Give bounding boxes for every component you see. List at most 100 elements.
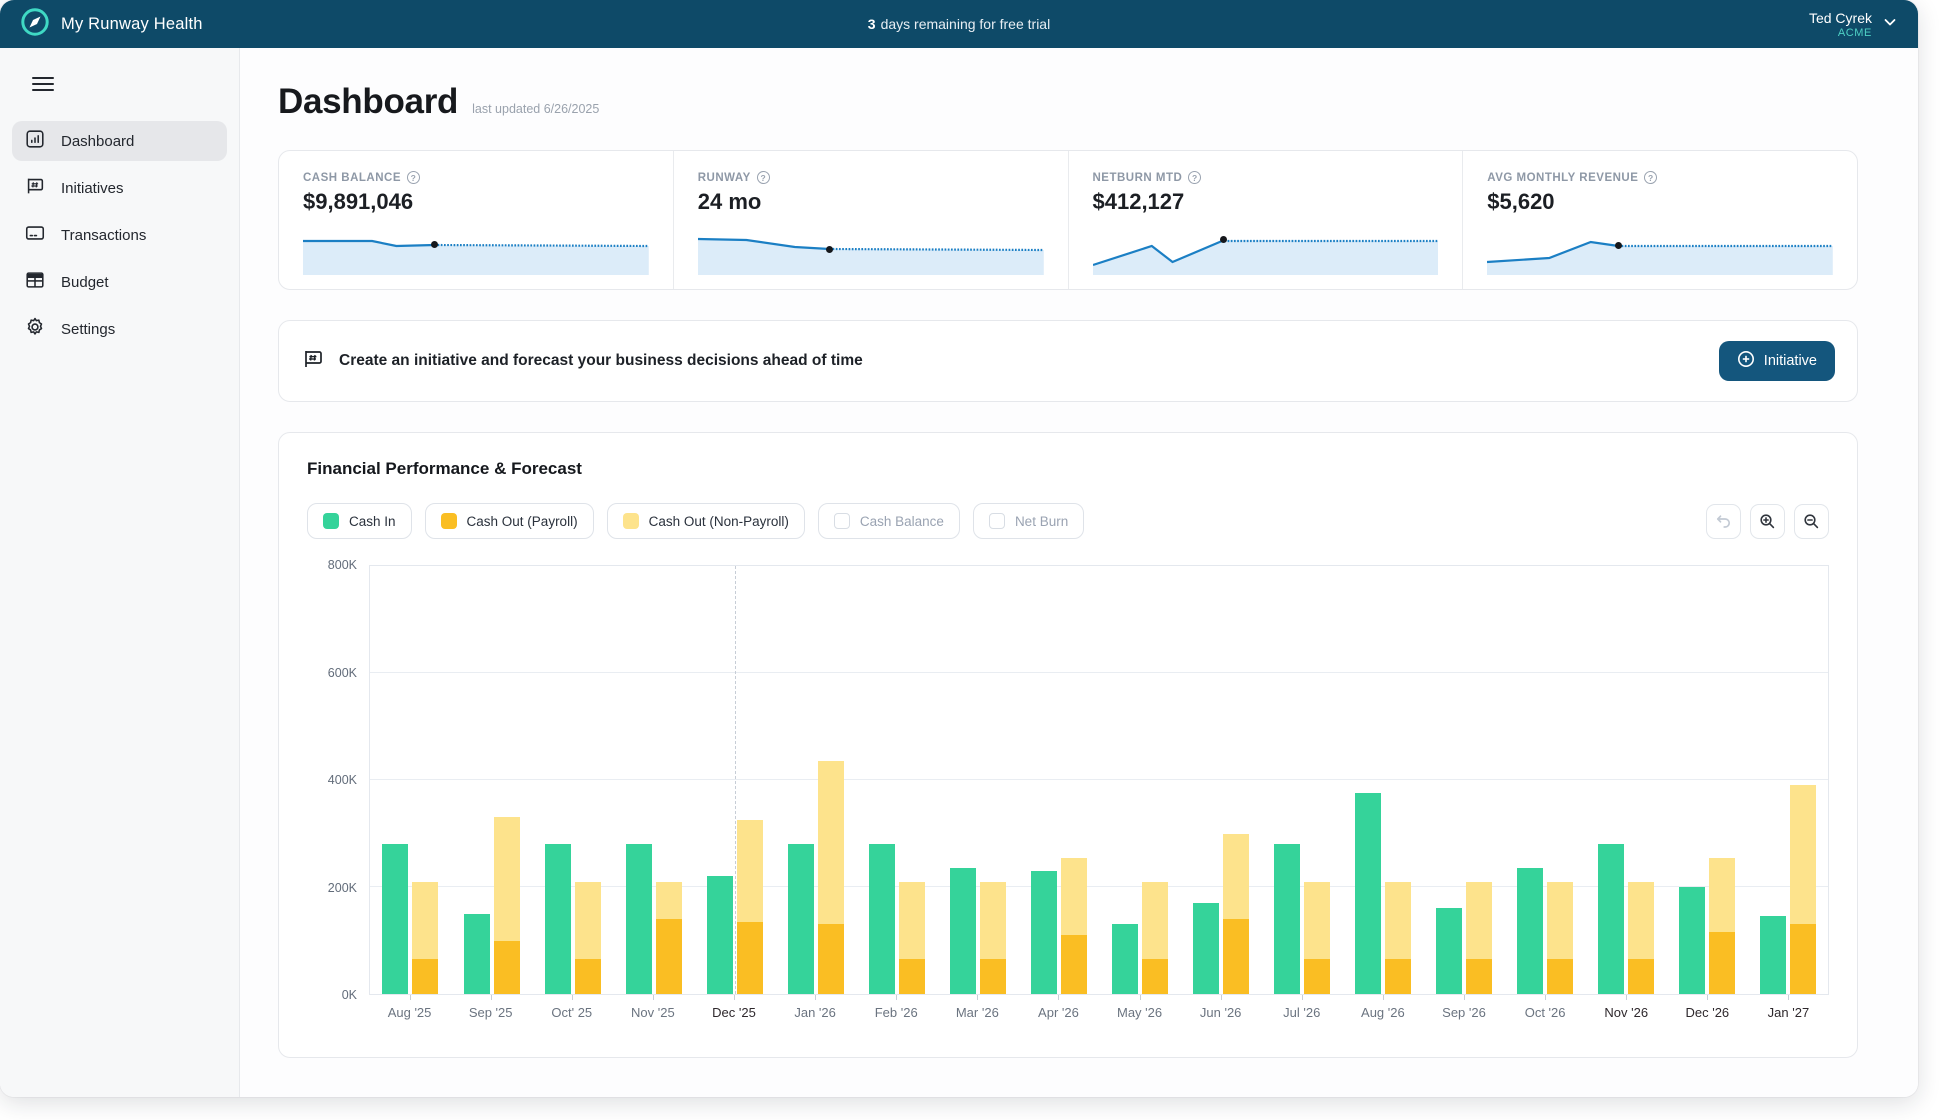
cash-out-stacked-bar bbox=[1384, 566, 1411, 994]
cash-out-payroll-segment bbox=[817, 924, 844, 994]
help-circle-icon[interactable]: ? bbox=[756, 171, 770, 184]
kpi-value: 24 mo bbox=[697, 189, 762, 214]
sparkline-today-dot bbox=[1615, 242, 1623, 250]
y-tick-label: 400K bbox=[327, 773, 357, 787]
bar-group-jan-26 bbox=[786, 566, 846, 994]
undo-button[interactable] bbox=[1706, 503, 1741, 539]
stack-spacer bbox=[1061, 566, 1087, 858]
cash-out-payroll-segment bbox=[493, 940, 520, 994]
x-tick-label: Jan '26 bbox=[794, 1005, 836, 1020]
cash-out-non-payroll-segment bbox=[1060, 857, 1087, 936]
sidebar-item-transactions[interactable]: Transactions bbox=[12, 215, 227, 255]
x-tick bbox=[815, 995, 817, 1000]
cash-in-bar bbox=[1111, 924, 1138, 994]
sparkline-today-dot bbox=[1220, 235, 1228, 243]
x-tick-label: Sep '25 bbox=[468, 1005, 513, 1020]
legend-label: Cash Out (Non-Payroll) bbox=[648, 513, 789, 529]
legend-label: Cash Out (Payroll) bbox=[466, 513, 578, 529]
zoom-in-button[interactable] bbox=[1750, 503, 1785, 539]
kpi-value: $9,891,046 bbox=[303, 189, 414, 214]
cash-out-stacked-bar bbox=[1789, 566, 1816, 994]
sidebar-item-label: Budget bbox=[61, 273, 109, 291]
chart-plot-row: 0K 200K 400K 600K 800K bbox=[307, 558, 1829, 1002]
cash-out-non-payroll-segment bbox=[1303, 881, 1330, 960]
stack-spacer bbox=[1790, 566, 1816, 785]
cash-out-stacked-bar bbox=[817, 566, 844, 994]
help-circle-icon[interactable]: ? bbox=[407, 171, 420, 184]
legend-label: Cash Balance bbox=[859, 513, 944, 529]
x-tick-label: Apr '26 bbox=[1038, 1005, 1079, 1020]
cash-out-payroll-segment bbox=[1060, 935, 1087, 994]
kpi-label-text: RUNWAY bbox=[697, 171, 751, 184]
cash-out-non-payroll-segment bbox=[1546, 881, 1573, 960]
gridline bbox=[370, 672, 1828, 673]
cash-out-stacked-bar bbox=[655, 566, 682, 994]
bar-group-jul-26 bbox=[1272, 566, 1332, 994]
sidebar-item-initiatives[interactable]: Initiatives bbox=[12, 168, 227, 208]
kpi-card-row: CASH BALANCE? $9,891,046 RUNWAY? 24 mo NETBU… bbox=[278, 150, 1858, 290]
stack-spacer bbox=[1466, 566, 1492, 882]
menu-toggle-button[interactable] bbox=[22, 66, 64, 105]
x-tick-label: Mar '26 bbox=[955, 1005, 999, 1020]
y-tick-label: 600K bbox=[327, 665, 357, 680]
x-tick bbox=[1707, 995, 1709, 1000]
banner-text: Create an initiative and forecast your b… bbox=[339, 352, 863, 369]
cash-out-payroll-segment bbox=[1303, 959, 1330, 994]
legend-toggle-cash-out-payroll[interactable]: Cash Out (Payroll) bbox=[424, 503, 594, 539]
legend-toggle-net-burn[interactable]: Net Burn bbox=[972, 503, 1085, 539]
bar-group-apr-26 bbox=[1029, 566, 1089, 994]
x-tick-label: Oct' 25 bbox=[551, 1005, 593, 1020]
settings-icon bbox=[24, 316, 46, 342]
legend-swatch bbox=[622, 513, 639, 529]
compass-logo-icon bbox=[20, 7, 50, 42]
x-tick bbox=[1139, 995, 1141, 1000]
legend-toggle-cash-out-non-payroll[interactable]: Cash Out (Non-Payroll) bbox=[606, 503, 805, 539]
x-tick bbox=[1545, 995, 1547, 1000]
gridline bbox=[370, 886, 1828, 887]
cash-in-bar bbox=[625, 844, 652, 994]
cash-in-bar bbox=[1759, 916, 1786, 994]
sparkline-today-dot bbox=[825, 245, 833, 253]
zoom-out-button[interactable] bbox=[1794, 503, 1829, 539]
legend-label: Cash In bbox=[349, 513, 396, 529]
cash-in-bar bbox=[706, 876, 733, 994]
kpi-label: CASH BALANCE? bbox=[303, 171, 649, 184]
cash-out-payroll-segment bbox=[979, 959, 1006, 994]
x-tick bbox=[1220, 995, 1222, 1000]
kpi-avg-monthly-revenue: AVG MONTHLY REVENUE? $5,620 bbox=[1462, 151, 1857, 289]
help-circle-icon[interactable]: ? bbox=[1188, 171, 1202, 184]
cash-out-payroll-segment bbox=[1222, 919, 1249, 994]
add-initiative-button[interactable]: Initiative bbox=[1718, 341, 1835, 381]
x-tick bbox=[1788, 995, 1790, 1000]
cash-out-payroll-segment bbox=[1141, 959, 1168, 994]
kpi-netburn-mtd: NETBURN MTD? $412,127 bbox=[1067, 151, 1463, 289]
x-tick-label: Jun '26 bbox=[1199, 1005, 1242, 1020]
cash-out-payroll-segment bbox=[898, 959, 925, 994]
y-tick-label: 0K bbox=[341, 988, 357, 1002]
stack-spacer bbox=[1304, 566, 1330, 882]
kpi-sparkline bbox=[1092, 229, 1439, 275]
cash-out-non-payroll-segment bbox=[898, 881, 925, 960]
user-menu[interactable]: Ted Cyrek ACME bbox=[1809, 10, 1898, 39]
x-tick-label: Nov '25 bbox=[631, 1005, 675, 1020]
legend-toggle-cash-in[interactable]: Cash In bbox=[307, 503, 412, 539]
stack-spacer bbox=[1142, 566, 1168, 882]
cash-out-stacked-bar bbox=[1627, 566, 1654, 994]
x-tick-label: Feb '26 bbox=[874, 1005, 918, 1020]
y-tick-label: 800K bbox=[327, 558, 357, 572]
bar-group-jun-26 bbox=[1191, 566, 1251, 994]
y-axis-labels: 0K 200K 400K 600K 800K bbox=[307, 558, 369, 1002]
stack-spacer bbox=[1223, 566, 1249, 834]
kpi-sparkline bbox=[1487, 229, 1833, 275]
cash-in-bar bbox=[1678, 887, 1705, 994]
plus-circle-icon bbox=[1737, 350, 1755, 372]
bar-group-may-26 bbox=[1110, 566, 1170, 994]
bar-group-dec-26 bbox=[1677, 566, 1737, 994]
x-tick-label: Nov '26 bbox=[1604, 1005, 1649, 1020]
bar-group-nov-25 bbox=[624, 566, 684, 994]
sidebar-item-dashboard[interactable]: Dashboard bbox=[12, 121, 227, 161]
sidebar-item-settings[interactable]: Settings bbox=[12, 309, 227, 349]
sidebar-item-budget[interactable]: Budget bbox=[12, 262, 227, 302]
legend-toggle-cash-balance[interactable]: Cash Balance bbox=[817, 503, 960, 539]
help-circle-icon[interactable]: ? bbox=[1644, 171, 1658, 184]
